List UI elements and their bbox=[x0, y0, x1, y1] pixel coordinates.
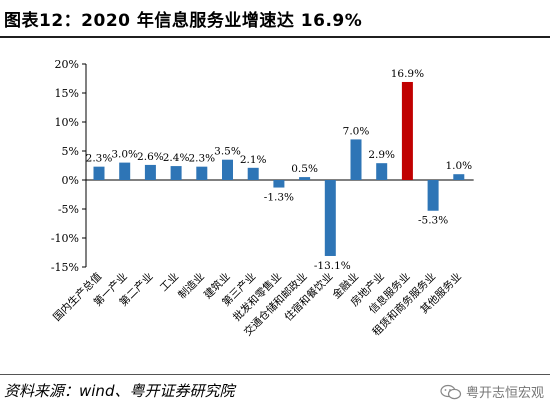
data-label: 2.1% bbox=[240, 154, 267, 166]
watermark-text: 粤开志恒宏观 bbox=[465, 386, 544, 401]
y-tick-label: 10% bbox=[55, 116, 79, 129]
data-label: 2.4% bbox=[163, 152, 190, 164]
bar bbox=[376, 163, 388, 180]
y-tick-label: 0% bbox=[62, 174, 79, 187]
bar bbox=[196, 166, 208, 180]
data-label: -5.3% bbox=[418, 215, 448, 227]
y-tick-label: -5% bbox=[58, 203, 79, 216]
bar bbox=[247, 167, 259, 180]
data-label: -1.3% bbox=[264, 192, 294, 204]
bar bbox=[170, 166, 182, 180]
y-tick-label: 5% bbox=[62, 145, 79, 158]
bar-chart: 20%15%10%5%0%-5%-10%-15%2.3%国内生产总值3.0%第一… bbox=[50, 58, 474, 339]
data-label: 16.9% bbox=[391, 68, 424, 80]
y-tick-label: -10% bbox=[51, 232, 79, 245]
bar bbox=[350, 139, 362, 180]
bar bbox=[453, 174, 465, 180]
data-label: 0.5% bbox=[291, 163, 318, 175]
bar bbox=[93, 166, 105, 180]
y-tick-label: 15% bbox=[55, 87, 79, 100]
footer-divider bbox=[0, 374, 550, 375]
y-tick-label: 20% bbox=[55, 58, 79, 71]
data-label: 3.5% bbox=[214, 146, 241, 158]
bar bbox=[299, 177, 311, 180]
category-label: 制造业 bbox=[175, 270, 206, 301]
chart-title: 图表12：2020 年信息服务业增速达 16.9% bbox=[4, 11, 363, 31]
bar bbox=[401, 81, 413, 180]
bar bbox=[222, 159, 233, 180]
data-label: 3.0% bbox=[111, 149, 138, 161]
data-label: 2.9% bbox=[368, 149, 395, 161]
bar bbox=[427, 180, 439, 211]
data-label: 7.0% bbox=[343, 125, 370, 137]
data-label: 2.3% bbox=[86, 153, 113, 165]
bar bbox=[119, 162, 131, 180]
data-label: -13.1% bbox=[314, 260, 351, 272]
source-note: 资料来源：wind、粤开证券研究院 bbox=[4, 382, 235, 400]
wechat-icon bbox=[440, 384, 462, 399]
bar bbox=[324, 180, 336, 256]
data-label: 1.0% bbox=[445, 160, 472, 172]
watermark: 粤开志恒宏观 bbox=[440, 382, 544, 401]
title-bar: 图表12：2020 年信息服务业增速达 16.9% bbox=[0, 0, 550, 38]
y-tick-label: -15% bbox=[51, 261, 79, 274]
bar bbox=[144, 164, 156, 180]
data-label: 2.6% bbox=[137, 151, 164, 163]
bar bbox=[273, 180, 285, 188]
title-divider bbox=[0, 36, 550, 38]
data-label: 2.3% bbox=[188, 153, 215, 165]
